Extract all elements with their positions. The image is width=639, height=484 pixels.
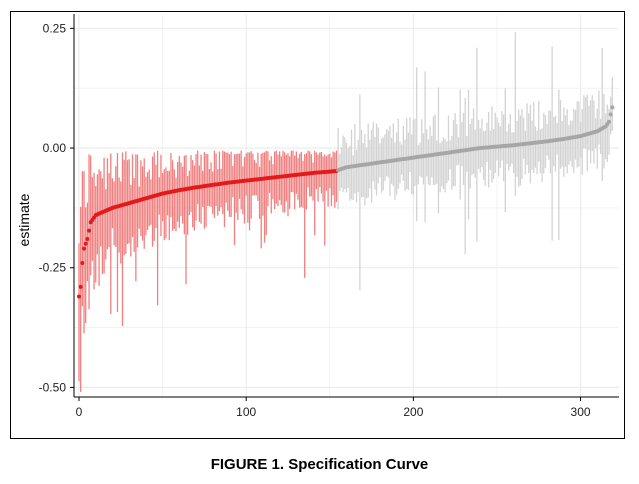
- estimate-point: [608, 112, 613, 117]
- estimate-point: [78, 284, 83, 289]
- figure-frame: 0 100 200 300 0.25 0.00 -0.25 -0.50 estimate: [10, 11, 625, 439]
- estimate-point: [606, 119, 611, 124]
- specification-curve-chart: 0 100 200 300 0.25 0.00 -0.25 -0.50 estimate: [16, 14, 619, 419]
- y-tick-label: -0.50: [39, 380, 67, 394]
- y-tick-label: 0.00: [43, 141, 67, 155]
- x-tick-label: 0: [76, 405, 83, 419]
- x-tick-label: 300: [571, 405, 591, 419]
- estimate-point: [87, 228, 92, 233]
- error-bar-layer: [78, 32, 613, 392]
- estimate-point: [83, 241, 88, 246]
- estimate-point-layer: [77, 105, 615, 299]
- y-tick-label: 0.25: [43, 21, 67, 35]
- estimate-point: [80, 260, 85, 265]
- figure-caption: FIGURE 1. Specification Curve: [210, 456, 429, 473]
- estimate-point: [610, 105, 615, 110]
- axis-layer: 0 100 200 300 0.25 0.00 -0.25 -0.50: [39, 14, 619, 419]
- y-axis-title: estimate: [16, 193, 32, 246]
- y-tick-label: -0.25: [39, 261, 67, 275]
- estimate-point: [82, 246, 87, 251]
- x-tick-label: 100: [236, 405, 256, 419]
- estimate-point: [85, 237, 90, 242]
- x-tick-label: 200: [403, 405, 423, 419]
- estimate-point: [77, 294, 82, 299]
